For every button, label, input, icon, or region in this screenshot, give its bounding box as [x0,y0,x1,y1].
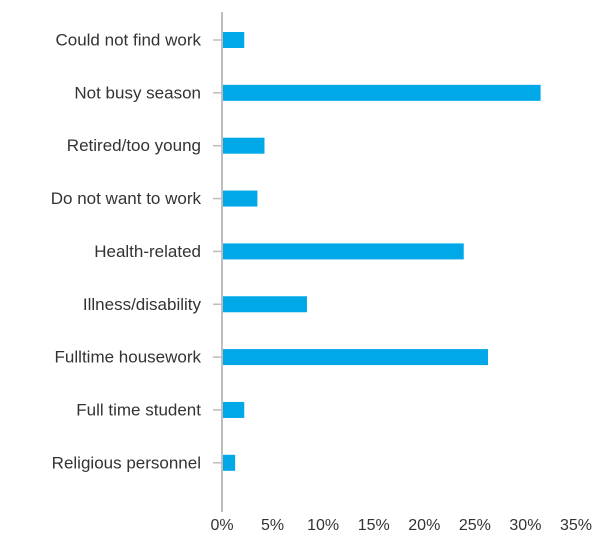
x-tick-labels: 0% 5% 10% 15% 20% 25% 30% 35% [210,517,592,534]
category-label-could-not-find-work: Could not find work [55,31,201,50]
bar-religious-personnel [223,454,236,471]
category-label-illness-disability: Illness/disability [83,295,202,314]
bar-health-related [223,243,464,260]
x-tick-label: 10% [307,517,339,534]
bar-illness-disability [223,296,307,313]
x-tick-label: 5% [261,517,284,534]
category-label-not-busy-season: Not busy season [74,83,201,102]
category-label-do-not-want-to-work: Do not want to work [51,189,202,208]
x-tick-label: 25% [459,517,491,534]
x-tick-label: 15% [358,517,390,534]
category-label-fulltime-housework: Fulltime housework [55,348,202,367]
bar-full-time-student [223,401,245,418]
bar-fulltime-housework [223,349,489,366]
x-tick-label: 20% [408,517,440,534]
bar-do-not-want-to-work [223,190,258,207]
category-label-full-time-student: Full time student [76,400,201,419]
x-tick-label: 0% [210,517,233,534]
category-label-religious-personnel: Religious personnel [52,453,201,472]
category-label-retired-too-young: Retired/too young [67,136,201,155]
bar-retired-too-young [223,137,265,154]
x-tick-label: 30% [509,517,541,534]
bars-group [223,32,541,471]
x-tick-label: 35% [560,517,592,534]
bar-could-not-find-work [223,32,245,48]
category-label-health-related: Health-related [94,242,201,261]
bar-not-busy-season [223,84,541,101]
category-labels: Could not find work Not busy season Retire… [51,31,222,472]
